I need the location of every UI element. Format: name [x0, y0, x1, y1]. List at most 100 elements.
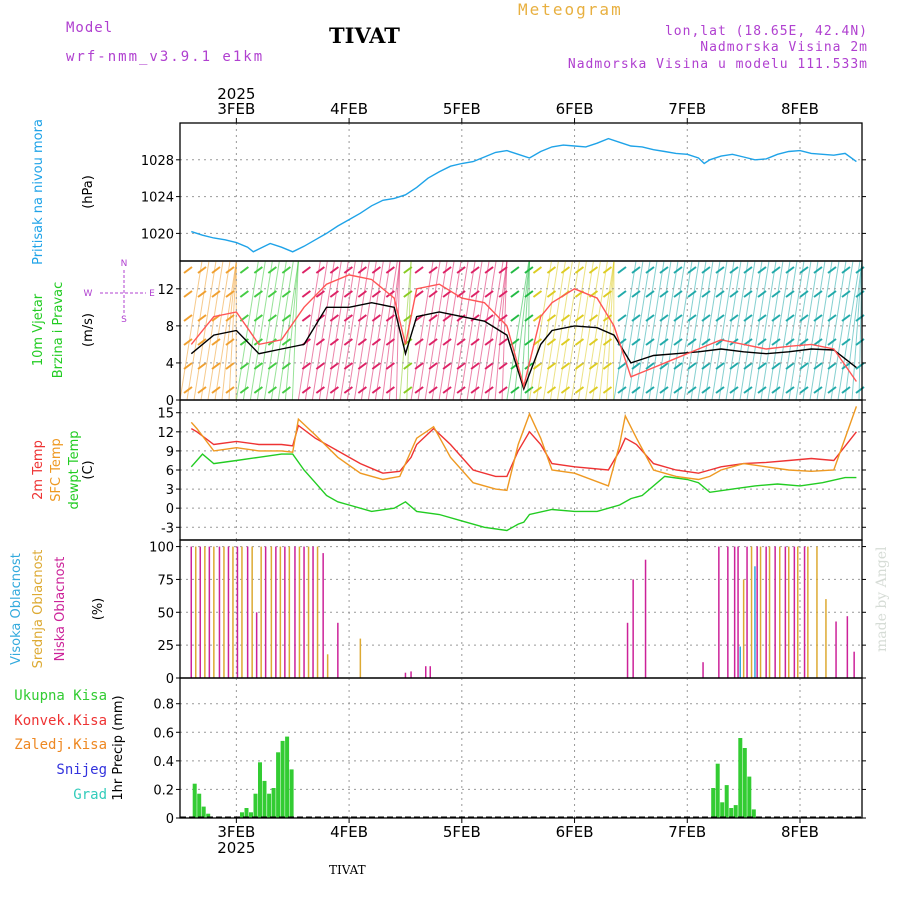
wind-hatch-4 [431, 260, 455, 401]
y-tick-label: 0 [166, 394, 174, 409]
wind-barb-7 [617, 386, 627, 394]
wind-barb-0 [211, 362, 221, 370]
bar-cloud_mid [797, 546, 799, 678]
wind-barb-7 [799, 386, 809, 394]
wind-hatch-0 [179, 260, 203, 401]
wind-hatch-7 [781, 260, 805, 401]
wind-hatch-4 [438, 260, 462, 401]
wind-barb-3 [403, 290, 413, 298]
wind-barb-6 [574, 386, 585, 394]
wind-barb-7 [645, 362, 655, 370]
wind-hatch-7 [844, 260, 863, 401]
wind-barb-7 [617, 290, 627, 298]
wind-barb-4 [442, 266, 452, 274]
wind-hatch-7 [774, 260, 798, 401]
wind-barb-7 [827, 362, 837, 370]
chart-title: Meteogram [518, 0, 623, 19]
bar-precip_total [192, 783, 197, 818]
bar-cloud_mid [270, 546, 273, 678]
wind-barb-7 [659, 290, 669, 298]
y-tick-label: 12 [157, 426, 174, 441]
wind-unit: (m/s) [81, 313, 96, 347]
bar-cloud_low [312, 546, 314, 678]
bar-precip_total [267, 793, 272, 818]
wind-barb-7 [841, 338, 851, 346]
bar-precip_total [276, 752, 281, 818]
wind-hatch-2 [325, 260, 349, 401]
bar-cloud_low [835, 621, 837, 678]
wind-barb-4 [442, 386, 452, 394]
wind-barb-4 [470, 314, 480, 322]
wind-barb-0 [225, 314, 235, 322]
wind-barb-7 [645, 290, 655, 298]
y-tick-label: 3 [166, 483, 174, 498]
bar-cloud_mid [768, 546, 771, 678]
wind-hatch-6 [577, 260, 601, 401]
wind-hatch-7 [613, 260, 637, 401]
wind-barb-0 [211, 266, 221, 274]
wind-barb-4 [484, 362, 494, 370]
series-line-wind_gust [190, 274, 857, 389]
wind-barb-0 [211, 386, 221, 394]
wind-barb-7 [631, 266, 641, 274]
wind-barb-5 [510, 314, 520, 322]
wind-hatch-1 [291, 260, 299, 401]
x-tick-label-top: 3FEB [217, 100, 255, 118]
bar-cloud_low [765, 546, 767, 678]
wind-barb-7 [785, 266, 795, 274]
wind-barb-1 [267, 290, 277, 298]
wind-barb-4 [498, 386, 508, 394]
bar-cloud_low [429, 666, 431, 678]
wind-barb-7 [715, 386, 725, 394]
wind-barb-7 [617, 362, 627, 370]
model-label: Model [66, 20, 114, 36]
wind-barb-7 [729, 386, 739, 394]
wind-barb-7 [827, 290, 837, 298]
wind-hatch-0 [228, 260, 237, 401]
wind-barb-6 [560, 386, 571, 394]
bar-cloud_low [246, 546, 249, 678]
bar-cloud_low [853, 651, 855, 678]
wind-barb-2 [357, 338, 367, 346]
wind-barb-6 [532, 386, 543, 394]
bar-cloud_low [218, 546, 221, 678]
precip-legend-4: Grad [73, 787, 107, 803]
bar-cloud_mid [316, 546, 319, 678]
wind-barb-1 [267, 266, 277, 274]
wind-hatch-6 [584, 260, 608, 401]
wind-barb-4 [498, 290, 508, 298]
bar-cloud_mid [241, 546, 243, 678]
wind-barb-7 [799, 266, 809, 274]
wind-barb-7 [799, 362, 809, 370]
y-tick-label: 0.8 [153, 698, 174, 713]
wind-barb-6 [546, 266, 557, 274]
wind-barb-4 [414, 290, 424, 298]
bar-cloud_low [733, 546, 736, 678]
station-title: TIVAT [329, 23, 400, 48]
wind-hatch-6 [563, 260, 587, 401]
bar-cloud_low [236, 546, 239, 678]
wind-hatch-7 [676, 260, 700, 401]
bar-cloud_low [199, 546, 201, 678]
wind-barb-4 [498, 338, 508, 346]
precip-legend-2: Zaledj.Kisa [14, 737, 107, 753]
wind-barb-0 [183, 338, 193, 346]
wind-barb-2 [357, 266, 367, 274]
y-tick-label: 25 [157, 639, 174, 654]
wind-barb-6 [602, 290, 613, 298]
x-tick-label-bottom: 8FEB [781, 823, 819, 841]
wind-barb-4 [428, 314, 438, 322]
bar-precip_total [742, 748, 747, 818]
wind-hatch-0 [193, 260, 217, 401]
wind-barb-3 [403, 266, 413, 274]
wind-barb-4 [442, 338, 452, 346]
wind-barb-7 [687, 290, 697, 298]
wind-barb-4 [498, 314, 508, 322]
wind-hatch-2 [367, 260, 391, 401]
wind-hatch-4 [480, 260, 504, 401]
bar-cloud_low [410, 671, 412, 678]
wind-barb-0 [197, 314, 207, 322]
wind-barb-1 [281, 362, 291, 370]
wind-hatch-7 [669, 260, 693, 401]
wind-barb-2 [385, 314, 395, 322]
